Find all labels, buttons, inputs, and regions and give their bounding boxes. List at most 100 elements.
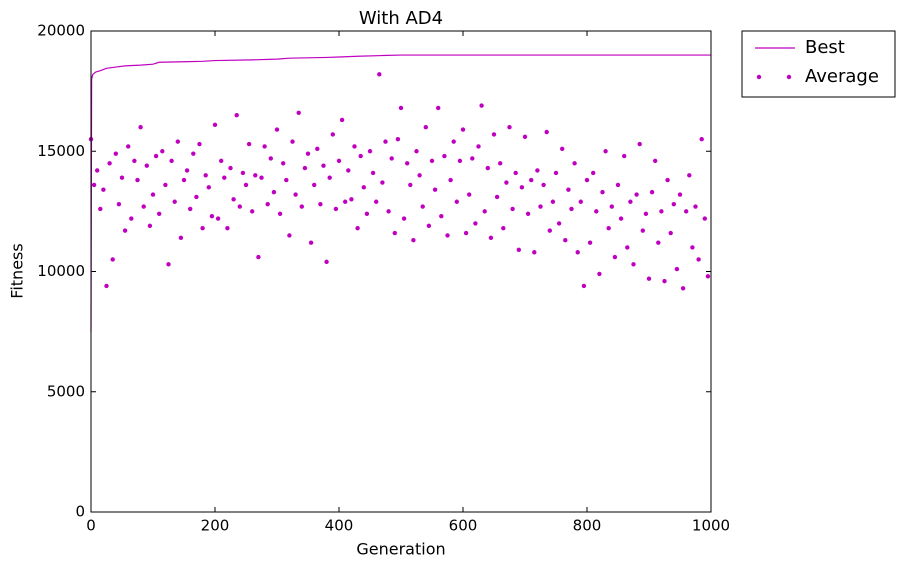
average-dot bbox=[290, 139, 295, 144]
x-tick-label: 200 bbox=[201, 517, 230, 535]
x-tick-label: 400 bbox=[325, 517, 354, 535]
average-dot bbox=[463, 230, 469, 236]
average-dot bbox=[228, 165, 233, 171]
average-dot bbox=[584, 177, 590, 183]
average-dot bbox=[544, 129, 549, 135]
average-dot bbox=[680, 286, 686, 291]
average-dot bbox=[240, 170, 246, 176]
average-dot bbox=[370, 170, 376, 176]
average-dot bbox=[321, 163, 326, 168]
average-dot bbox=[274, 127, 280, 132]
average-dot bbox=[575, 250, 580, 255]
legend-label: Average bbox=[805, 66, 879, 87]
average-dot bbox=[367, 149, 373, 154]
average-dot bbox=[200, 226, 205, 231]
average-dot bbox=[212, 122, 218, 127]
average-dot bbox=[188, 206, 193, 212]
average-dot bbox=[132, 158, 137, 164]
average-dot bbox=[299, 204, 304, 209]
average-dot bbox=[693, 204, 698, 209]
average-dot bbox=[525, 211, 531, 216]
average-dot bbox=[141, 204, 146, 209]
average-dot bbox=[578, 199, 583, 204]
plot-frame bbox=[90, 30, 712, 513]
x-axis-label: Generation bbox=[356, 540, 445, 559]
average-dot bbox=[281, 161, 286, 166]
average-dot bbox=[138, 125, 143, 130]
average-dot bbox=[420, 204, 425, 209]
average-dot bbox=[377, 72, 382, 77]
average-dot bbox=[448, 177, 453, 183]
average-dot bbox=[184, 168, 190, 173]
legend-label: Best bbox=[805, 37, 845, 58]
average-dot bbox=[318, 201, 323, 207]
average-dot bbox=[454, 199, 459, 204]
average-dot bbox=[556, 221, 562, 226]
average-dot bbox=[423, 125, 428, 130]
average-dot bbox=[160, 149, 165, 154]
average-dot bbox=[436, 105, 441, 111]
average-dot bbox=[147, 223, 153, 229]
average-dot bbox=[339, 117, 345, 123]
legend-box bbox=[741, 30, 896, 98]
average-dot bbox=[352, 144, 357, 149]
average-dot bbox=[408, 182, 413, 188]
average-dot bbox=[312, 182, 317, 188]
average-dot bbox=[268, 156, 273, 161]
average-dot bbox=[101, 187, 106, 192]
average-dot bbox=[702, 216, 707, 221]
average-dot bbox=[550, 199, 556, 204]
average-dot bbox=[231, 197, 236, 202]
average-dot bbox=[150, 192, 156, 197]
average-dot bbox=[628, 199, 633, 204]
y-tick-label: 0 bbox=[75, 503, 85, 521]
average-dot bbox=[91, 182, 97, 188]
average-dot bbox=[265, 201, 270, 207]
average-dot bbox=[336, 158, 342, 164]
average-dot bbox=[206, 185, 211, 190]
average-dot bbox=[553, 170, 559, 176]
average-dot bbox=[222, 175, 227, 180]
average-dot bbox=[262, 144, 267, 149]
average-dot bbox=[445, 233, 450, 238]
best-line bbox=[90, 54, 711, 332]
average-dot bbox=[277, 211, 283, 216]
average-dot bbox=[696, 257, 701, 262]
average-dot bbox=[203, 173, 208, 178]
average-dot bbox=[225, 226, 230, 231]
x-tick-label: 0 bbox=[86, 517, 96, 535]
average-dot bbox=[315, 146, 320, 152]
x-tick-label: 800 bbox=[573, 517, 602, 535]
average-dot bbox=[432, 187, 438, 192]
average-dot bbox=[181, 177, 187, 183]
average-dot bbox=[194, 194, 199, 200]
average-dot bbox=[302, 165, 308, 171]
average-dot bbox=[330, 132, 335, 137]
average-dot bbox=[361, 185, 366, 190]
average-dot bbox=[510, 206, 515, 212]
x-tick-label: 1000 bbox=[692, 517, 730, 535]
average-dot bbox=[166, 262, 171, 267]
average-dot bbox=[541, 182, 546, 188]
average-dot bbox=[491, 132, 497, 137]
average-dot bbox=[157, 211, 162, 216]
average-dot bbox=[305, 151, 311, 156]
average-dot bbox=[603, 149, 608, 154]
average-dot bbox=[690, 245, 695, 250]
average-dot bbox=[324, 259, 329, 265]
average-dot bbox=[374, 199, 379, 204]
average-dot bbox=[417, 173, 422, 178]
average-dot bbox=[191, 151, 196, 156]
average-dot bbox=[414, 149, 419, 154]
average-dot bbox=[104, 283, 109, 289]
average-dot bbox=[600, 189, 605, 195]
average-dot bbox=[271, 189, 277, 195]
average-dot bbox=[122, 228, 128, 233]
average-dot bbox=[618, 216, 624, 221]
average-dot bbox=[110, 257, 115, 262]
average-dot bbox=[563, 238, 568, 243]
average-dot bbox=[426, 223, 432, 229]
average-dot bbox=[401, 216, 407, 221]
average-dot bbox=[569, 206, 574, 212]
y-tick-label: 5000 bbox=[47, 382, 85, 400]
